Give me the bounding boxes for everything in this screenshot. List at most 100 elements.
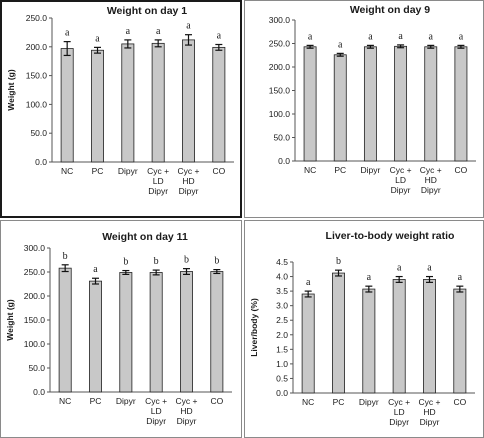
significance-label: a	[367, 272, 372, 283]
significance-label: a	[459, 31, 464, 42]
x-tick-label: Cyc + LD Dipyr	[390, 165, 412, 195]
x-tick-label: NC	[304, 165, 316, 175]
significance-label: a	[95, 33, 100, 44]
y-tick-label: 100.0	[24, 339, 46, 349]
x-tick-label: Dipyr	[116, 396, 136, 406]
chart-day11: Weight on day 11 Weight (g) 0.0 50.0 100.0 15…	[5, 231, 232, 426]
significance-label: a	[397, 263, 402, 274]
chart-liver-ratio: Liver-to-body weight ratio Liver/body (%)…	[249, 230, 475, 427]
chart-title: Liver-to-body weight ratio	[326, 230, 455, 242]
bar	[333, 54, 347, 162]
x-tick-label: Dipyr	[118, 166, 138, 176]
y-tick-label: 2.5	[276, 315, 288, 325]
chart-panel-day1: Weight on day 1 Weight (g) 0.0 50.0 100.0 150…	[0, 0, 242, 218]
y-tick-label: 200.0	[26, 42, 48, 52]
y-tick-label: 3.0	[276, 301, 288, 311]
bar	[182, 39, 195, 163]
significance-label: a	[186, 21, 191, 32]
significance-label: b	[123, 257, 128, 268]
bar	[423, 279, 436, 394]
y-tick-label: 200.0	[24, 291, 46, 301]
chart-title: Weight on day 11	[102, 231, 188, 243]
bar	[210, 271, 224, 393]
significance-label: a	[65, 28, 70, 39]
significance-label: a	[398, 31, 403, 42]
significance-label: a	[308, 31, 313, 42]
significance-label: a	[156, 26, 161, 37]
y-axis-label: Liver/body (%)	[249, 298, 259, 357]
significance-label: b	[336, 256, 341, 267]
significance-label: a	[306, 277, 311, 288]
bar	[89, 280, 102, 393]
y-tick-label: 200.0	[269, 62, 291, 72]
significance-label: a	[338, 39, 343, 50]
x-tick-label: Cyc + HD Dipyr	[176, 396, 198, 426]
significance-label: b	[154, 256, 159, 267]
chart-title: Weight on day 9	[350, 4, 430, 16]
x-tick-label: Dipyr	[360, 165, 380, 175]
significance-label: a	[126, 26, 131, 37]
significance-label: b	[184, 255, 189, 266]
bar	[91, 49, 104, 163]
x-tick-label: Cyc + LD Dipyr	[147, 166, 169, 196]
bar	[58, 267, 72, 393]
x-tick-label: Cyc + LD Dipyr	[388, 397, 410, 427]
y-tick-label: 150.0	[269, 86, 291, 96]
significance-label: a	[368, 31, 373, 42]
bar	[454, 46, 468, 162]
y-tick-label: 50.0	[30, 128, 47, 138]
bar	[212, 46, 226, 163]
y-tick-label: 100.0	[26, 99, 48, 109]
x-tick-label: PC	[334, 165, 346, 175]
y-tick-label: 100.0	[269, 109, 291, 119]
y-tick-label: 0.0	[278, 156, 290, 166]
x-tick-label: Dipyr	[359, 397, 379, 407]
bar	[332, 272, 345, 394]
significance-label: a	[429, 31, 434, 42]
y-tick-label: 1.5	[276, 344, 288, 354]
x-tick-label: Cyc + LD Dipyr	[145, 396, 167, 426]
y-tick-label: 0.0	[35, 157, 47, 167]
y-tick-label: 300.0	[269, 15, 291, 25]
chart-panel-day9: Weight on day 9 0.0 50.0 100.0 150.0 200.0 250…	[244, 0, 484, 218]
chart-title: Weight on day 1	[107, 5, 187, 17]
x-tick-label: CO	[455, 165, 468, 175]
x-tick-label: NC	[302, 397, 314, 407]
x-tick-label: Cyc + HD Dipyr	[420, 165, 442, 195]
x-tick-label: Cyc + HD Dipyr	[178, 166, 200, 196]
bar	[301, 293, 315, 394]
x-tick-label: PC	[90, 396, 102, 406]
x-tick-label: CO	[453, 397, 466, 407]
significance-label: a	[217, 30, 222, 41]
y-tick-label: 50.0	[273, 133, 290, 143]
y-tick-label: 0.0	[33, 387, 45, 397]
bar	[424, 46, 438, 162]
bar	[121, 43, 135, 163]
y-tick-label: 3.5	[276, 286, 288, 296]
y-tick-label: 250.0	[269, 39, 291, 49]
y-tick-label: 0.0	[276, 388, 288, 398]
chart-day9: Weight on day 9 0.0 50.0 100.0 150.0 200.0 250…	[269, 4, 476, 195]
bar	[363, 46, 377, 162]
y-tick-label: 300.0	[24, 243, 46, 253]
x-tick-label: NC	[61, 166, 73, 176]
y-tick-label: 1.0	[276, 359, 288, 369]
y-tick-label: 150.0	[26, 71, 48, 81]
y-tick-label: 50.0	[28, 363, 45, 373]
y-axis-label: Weight (g)	[6, 69, 16, 111]
significance-label: a	[427, 263, 432, 274]
bar	[394, 45, 408, 162]
x-tick-label: CO	[210, 396, 223, 406]
bar	[180, 271, 193, 393]
bar	[119, 272, 133, 393]
y-tick-label: 150.0	[24, 315, 46, 325]
bar	[149, 272, 163, 393]
x-tick-label: PC	[92, 166, 104, 176]
x-tick-label: Cyc + HD Dipyr	[419, 397, 441, 427]
y-tick-label: 4.5	[276, 257, 288, 267]
bar	[453, 288, 467, 394]
y-tick-label: 2.0	[276, 330, 288, 340]
y-tick-label: 4.0	[276, 272, 288, 282]
x-tick-label: PC	[333, 397, 345, 407]
y-tick-label: 0.5	[276, 373, 288, 383]
